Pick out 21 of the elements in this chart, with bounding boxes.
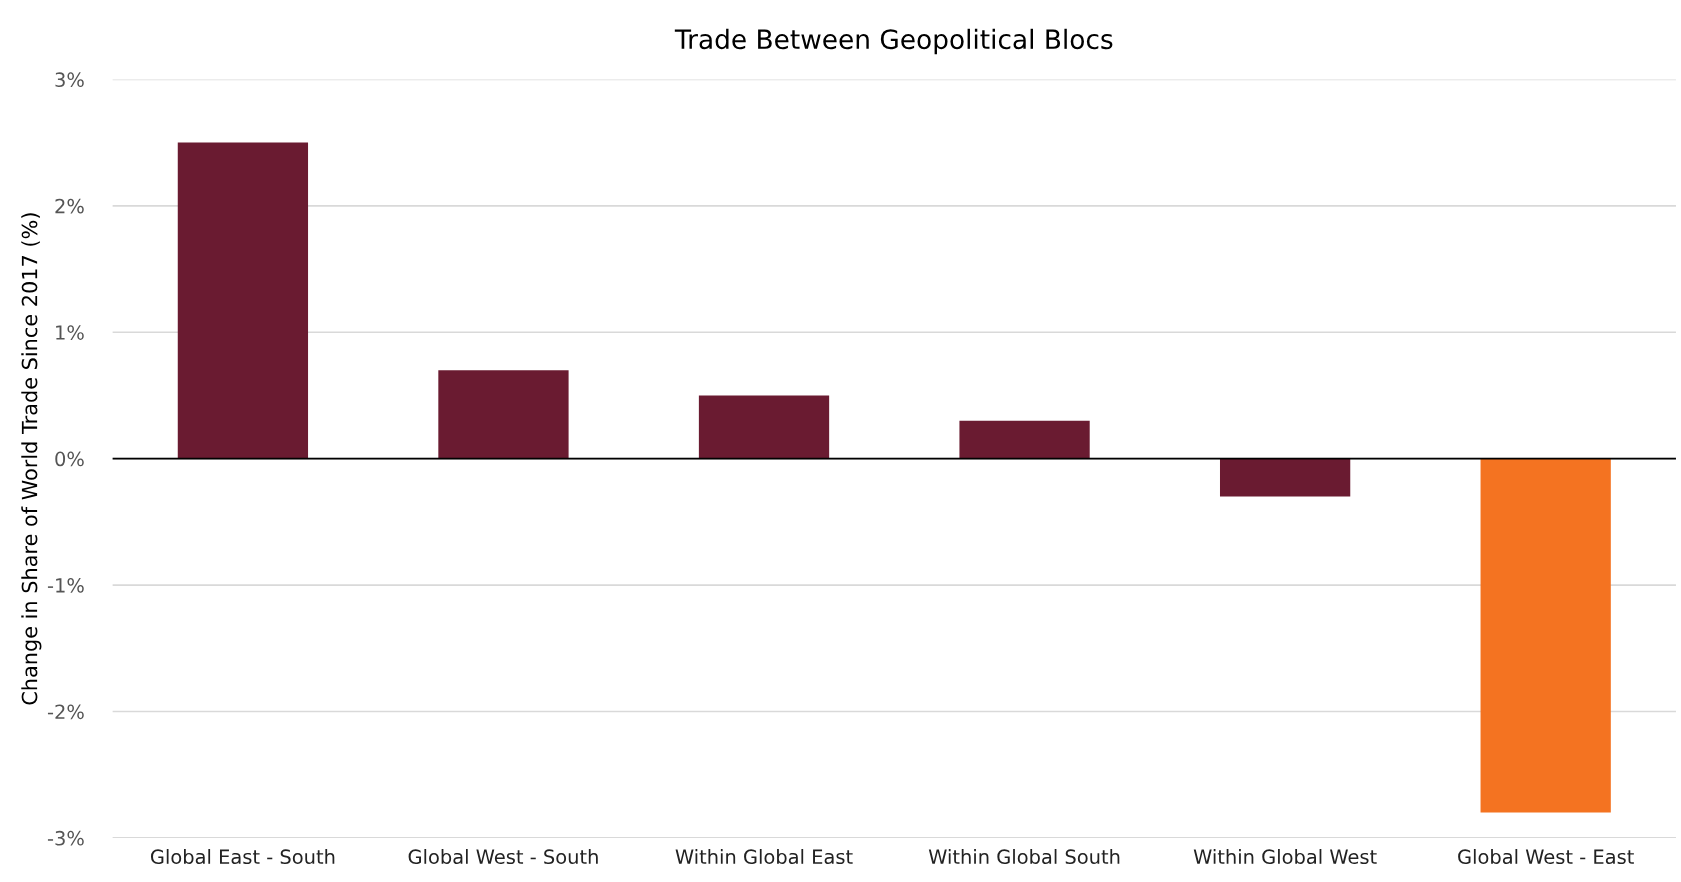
bar — [438, 370, 569, 459]
bar — [1219, 458, 1351, 497]
bar — [959, 420, 1090, 459]
x-tick-label: Within Global East — [675, 849, 853, 865]
x-tick-label: Global West - East — [1458, 849, 1634, 865]
x-tick-label: Global East - South — [150, 849, 335, 865]
x-tick-label: Within Global South — [928, 849, 1120, 865]
y-tick-label: -2% — [47, 704, 84, 720]
x-tick-label: Global West - South — [408, 849, 598, 865]
y-tick-label: 2% — [55, 198, 84, 214]
bar — [177, 142, 309, 459]
chart-title: Trade Between Geopolitical Blocs — [674, 28, 1113, 55]
y-tick-label: -1% — [47, 578, 84, 593]
y-tick-label: 3% — [55, 72, 84, 88]
y-tick-label: 1% — [56, 325, 84, 340]
x-tick-label: Within Global West — [1193, 849, 1377, 865]
bar — [698, 395, 830, 459]
bar — [1480, 458, 1611, 813]
y-tick-label: 0% — [55, 451, 84, 467]
y-tick-label: -3% — [47, 830, 84, 846]
y-axis-title: Change in Share of World Trade Since 2017 (%) — [21, 213, 42, 705]
